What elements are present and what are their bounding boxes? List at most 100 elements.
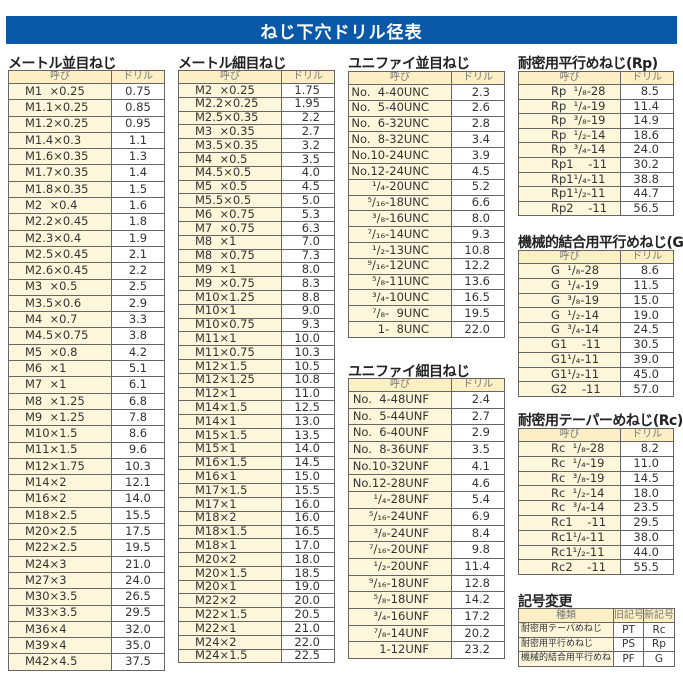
drill-size-cell: 21.0 (280, 621, 336, 636)
table-row: M14×2 12.1 (8, 474, 166, 492)
table-row: 耐密用平行めねじ PS Rp (518, 636, 675, 652)
thread-size-cell: ³/₈-16UNC (348, 210, 452, 228)
table-row: ¹/₄-28UNF 5.4 (348, 491, 506, 509)
table-row: ³/₄-10UNC 16.5 (348, 289, 506, 307)
table-row: M1.8×0.35 1.5 (8, 180, 166, 199)
thread-size-cell: M11×0.75 (178, 345, 282, 360)
table-row: Rp1¹/₂-11 44.7 (517, 186, 674, 202)
thread-size-cell: ⁷/₁₆-14UNC (348, 226, 452, 243)
table-row: M24×2 22.0 (178, 634, 336, 650)
drill-size-cell: 1.6 (110, 197, 166, 215)
table-row: G2 -11 57.0 (517, 381, 674, 398)
table-row: M3.5×0.6 2.9 (8, 294, 166, 313)
drill-size-cell: 8.0 (280, 262, 336, 278)
table-row: M22×2.5 19.5 (8, 539, 166, 557)
table-row: M11×0.75 10.3 (178, 345, 336, 360)
thread-size-cell: M36×4 (8, 620, 112, 639)
table-row: ⁵/₁₆-18UNC 6.6 (348, 194, 506, 212)
table-row: M9 ×1 8.0 (178, 262, 336, 278)
table-row: M42×4.5 37.5 (8, 653, 166, 671)
table-row: M6 ×1 5.1 (8, 360, 166, 378)
header-drill: ドリル (110, 70, 166, 84)
table-row: M1.2×0.25 0.95 (8, 115, 166, 133)
table-row: ⁷/₁₆-20UNF 9.8 (348, 541, 506, 559)
table-row: Rc ¹/₈-28 8.2 (517, 441, 674, 457)
thread-size-cell: ⁷/₈-14UNF (348, 624, 452, 643)
drill-size-cell: 4.2 (110, 343, 166, 362)
thread-size-cell: 1- 8UNC (348, 320, 452, 338)
metric-fine-table: 呼び ドリル M2 ×0.25 1.75 M2.2×0.25 1.95 M2.5×0.35 2… (178, 70, 336, 664)
table-row: G ¹/₄-19 11.5 (517, 277, 674, 294)
header-drill: ドリル (620, 71, 674, 85)
header-drill: ドリル (620, 428, 674, 442)
unf-title: ユニファイ細目ねじ (348, 364, 470, 380)
table-row: M2.5×0.35 2.2 (178, 110, 336, 126)
header-drill: ドリル (620, 250, 674, 264)
table-row: Rc1 -11 29.5 (517, 514, 674, 531)
drill-size-cell: 12.8 (450, 574, 506, 593)
thread-size-cell: M8 ×1.25 (8, 392, 112, 410)
thread-size-cell: G ¹/₄-19 (517, 277, 622, 294)
thread-size-cell: No. 5-40UNC (348, 99, 452, 117)
drill-size-cell: 8.8 (280, 289, 336, 305)
thread-size-cell: M2.5×0.45 (8, 245, 112, 264)
thread-size-cell: M7 ×1 (8, 376, 112, 394)
thread-size-cell: No. 8-36UNF (348, 441, 452, 459)
drill-size-cell: 1.75 (280, 83, 336, 98)
thread-size-cell: ⁷/₈- 9UNC (348, 305, 452, 322)
header-name: 呼び (348, 378, 452, 392)
drill-size-cell: 8.5 (620, 84, 674, 100)
thread-size-cell: 1-12UNF (348, 641, 452, 659)
thread-size-cell: M16×2 (8, 490, 112, 508)
thread-size-cell: M5 ×0.5 (178, 179, 282, 195)
drill-size-cell: 6.9 (450, 507, 506, 526)
kind-cell: 耐密用平行めねじ (518, 636, 614, 652)
unc-table: 呼び ドリル No. 4-40UNC 2.3 No. 5-40UNC 2.6 No. 6-3… (348, 71, 506, 338)
drill-size-cell: 18.6 (620, 127, 674, 144)
drill-size-cell: 11.0 (620, 455, 674, 472)
table-row: M2 ×0.25 1.75 (178, 83, 336, 98)
drill-size-cell: 5.3 (280, 207, 336, 222)
table-header: 呼び ドリル (517, 428, 674, 442)
table-row: M20×2.5 17.5 (8, 523, 166, 541)
rp-title: 耐密用平行めねじ(Rp) (518, 56, 658, 72)
table-row: G ¹/₈-28 8.6 (517, 263, 674, 279)
thread-size-cell: M20×2 (178, 552, 282, 567)
thread-size-cell: M20×1 (178, 579, 282, 595)
thread-size-cell: M22×1.5 (178, 607, 282, 623)
table-row: ⁹/₁₆-18UNF 12.8 (348, 574, 506, 593)
table-row: 機械的結合用平行めねじ PF G (518, 651, 675, 667)
drill-size-cell: 26.5 (110, 588, 166, 606)
table-header: 呼び ドリル (517, 250, 674, 264)
thread-size-cell: M15×1.5 (178, 427, 282, 443)
drill-size-cell: 7.0 (280, 234, 336, 250)
table-row: No.10-24UNC 3.9 (348, 147, 506, 164)
thread-size-cell: M11×1.5 (8, 441, 112, 459)
drill-size-cell: 3.5 (280, 151, 336, 167)
thread-size-cell: Rc ³/₈-19 (517, 470, 622, 487)
drill-size-cell: 11.4 (450, 557, 506, 576)
thread-size-cell: ³/₄-10UNC (348, 289, 452, 307)
table-row: M5 ×0.5 4.5 (178, 179, 336, 195)
drill-size-cell: 2.1 (110, 245, 166, 264)
drill-size-cell: 9.3 (280, 317, 336, 333)
thread-size-cell: M10×1.5 (8, 425, 112, 443)
thread-size-cell: M10×1.25 (178, 289, 282, 305)
table-row: M4.5×0.5 4.0 (178, 165, 336, 181)
table-row: No.12-28UNF 4.6 (348, 474, 506, 493)
drill-size-cell: 44.0 (620, 544, 674, 561)
drill-size-cell: 3.5 (450, 441, 506, 459)
drill-size-cell: 22.0 (450, 320, 506, 338)
table-row: M18×2 16.0 (178, 510, 336, 526)
kind-cell: 耐密用テーパめねじ (518, 622, 614, 638)
drill-size-cell: 21.0 (110, 555, 166, 573)
drill-size-cell: 14.5 (280, 455, 336, 471)
drill-size-cell: 17.5 (110, 523, 166, 541)
table-row: Rc ¹/₄-19 11.0 (517, 455, 674, 472)
table-row: M7 ×0.75 6.3 (178, 220, 336, 236)
thread-size-cell: M33×3.5 (8, 604, 112, 622)
thread-size-cell: M3.5×0.6 (8, 294, 112, 313)
thread-size-cell: No. 4-48UNF (348, 391, 452, 409)
table-row: No. 4-40UNC 2.3 (348, 84, 506, 101)
thread-size-cell: M2.2×0.45 (8, 213, 112, 231)
